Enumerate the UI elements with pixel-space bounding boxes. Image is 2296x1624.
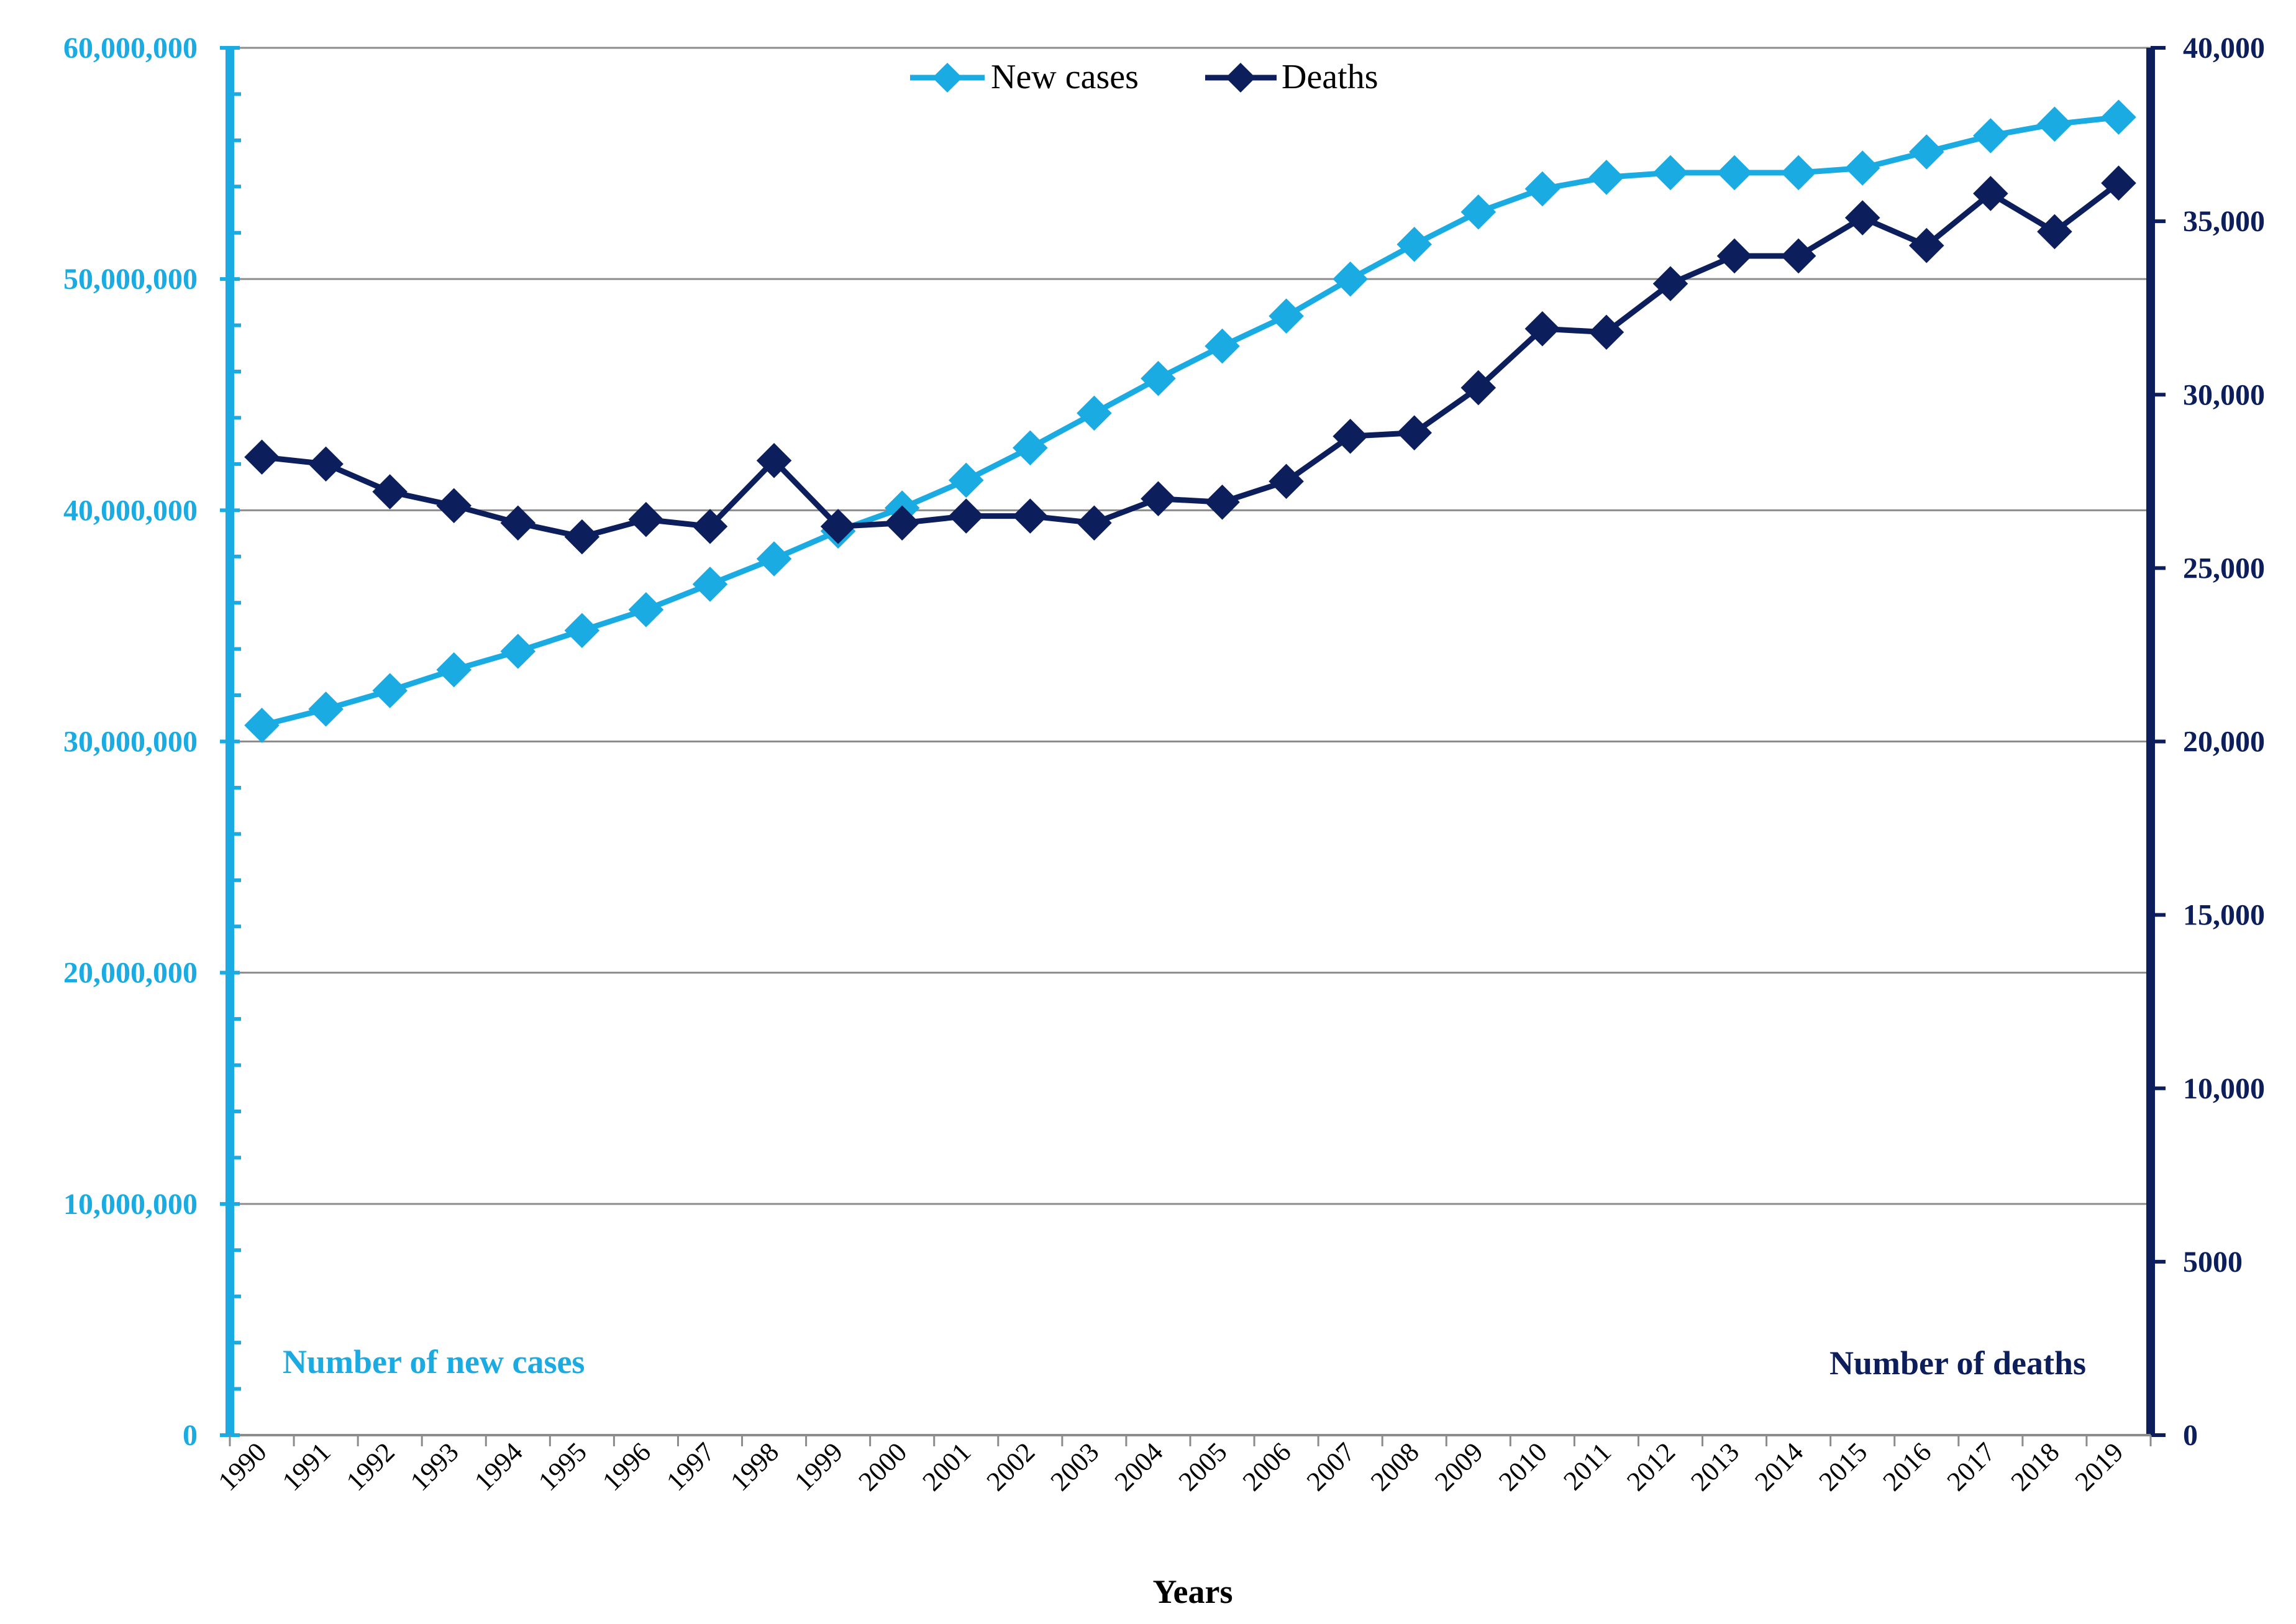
data-point-deaths — [1460, 370, 1496, 406]
data-point-new-cases — [2101, 99, 2136, 135]
right-tick-label: 5000 — [2183, 1246, 2243, 1279]
data-point-deaths — [1141, 481, 1176, 517]
data-point-new-cases — [244, 708, 280, 743]
data-point-new-cases — [372, 673, 408, 708]
data-point-new-cases — [1844, 150, 1880, 186]
left-tick-label: 30,000,000 — [63, 726, 198, 759]
data-point-deaths — [1908, 227, 1944, 263]
data-point-new-cases — [1908, 134, 1944, 170]
data-point-new-cases — [1396, 227, 1433, 262]
left-tick-label: 50,000,000 — [63, 263, 198, 296]
data-point-new-cases — [1524, 171, 1560, 207]
data-point-deaths — [1652, 266, 1688, 301]
left-tick-label: 60,000,000 — [63, 32, 198, 65]
data-point-new-cases — [500, 634, 536, 669]
right-axis-ticks: 0 5000 10,000 15,000 20,000 25,000 30,000 35,00… — [2183, 32, 2265, 1452]
data-point-new-cases — [628, 592, 664, 627]
x-axis-title: Years — [1153, 1573, 1233, 1610]
data-point-deaths — [1269, 463, 1304, 500]
data-point-new-cases — [1780, 155, 1816, 191]
data-point-new-cases — [756, 541, 792, 577]
right-tick-label: 20,000 — [2183, 726, 2265, 759]
data-point-new-cases — [1973, 118, 2008, 153]
left-tick-label: 40,000,000 — [63, 494, 198, 527]
right-tick-label: 0 — [2183, 1419, 2198, 1452]
left-tick-label: 20,000,000 — [63, 957, 198, 990]
data-point-deaths — [1205, 485, 1240, 520]
data-point-new-cases — [436, 652, 472, 688]
data-point-new-cases — [1588, 160, 1624, 195]
gridlines — [230, 47, 2151, 1205]
right-tick-label: 30,000 — [2183, 378, 2265, 411]
data-point-deaths — [1973, 176, 2008, 211]
data-point-new-cases — [1013, 430, 1048, 466]
data-point-deaths — [692, 509, 728, 544]
data-point-deaths — [2037, 214, 2072, 250]
data-point-new-cases — [308, 691, 344, 727]
data-point-new-cases — [692, 567, 728, 602]
data-point-deaths — [628, 501, 664, 537]
data-point-deaths — [1013, 498, 1048, 534]
left-axis-title: Number of new cases — [283, 1343, 585, 1380]
data-point-new-cases — [1460, 194, 1496, 230]
data-point-new-cases — [1269, 298, 1304, 334]
legend-new-cases-label: New cases — [991, 58, 1139, 96]
left-tick-label: 0 — [183, 1419, 198, 1452]
right-tick-label: 40,000 — [2183, 32, 2265, 65]
data-point-new-cases — [948, 462, 984, 498]
data-point-deaths — [948, 498, 984, 534]
data-point-deaths — [820, 509, 856, 544]
data-point-deaths — [1588, 314, 1624, 350]
legend-deaths-label: Deaths — [1282, 58, 1378, 96]
data-point-new-cases — [1652, 155, 1688, 191]
data-point-deaths — [1396, 415, 1433, 450]
data-point-new-cases — [1332, 261, 1368, 297]
data-point-new-cases — [1077, 395, 1112, 431]
right-axis-title: Number of deaths — [1829, 1344, 2086, 1382]
data-point-deaths — [756, 443, 792, 478]
right-tick-label: 15,000 — [2183, 899, 2265, 932]
data-point-deaths — [1844, 200, 1880, 235]
data-point-deaths — [1524, 311, 1560, 347]
data-point-deaths — [1780, 238, 1816, 274]
right-tick-label: 10,000 — [2183, 1072, 2265, 1105]
data-point-new-cases — [1716, 155, 1752, 191]
data-point-deaths — [1077, 505, 1112, 541]
data-point-deaths — [1332, 418, 1368, 454]
axes — [220, 46, 2166, 1446]
right-tick-label: 35,000 — [2183, 205, 2265, 238]
data-point-new-cases — [2037, 106, 2072, 142]
data-point-deaths — [1716, 238, 1752, 274]
left-axis-ticks: 0 10,000,000 20,000,000 30,000,000 40,000,00… — [63, 32, 198, 1452]
series-layer — [244, 99, 2136, 743]
right-tick-label: 25,000 — [2183, 552, 2265, 585]
left-tick-label: 10,000,000 — [63, 1188, 198, 1221]
data-point-new-cases — [1141, 360, 1176, 396]
data-point-deaths — [884, 505, 920, 541]
data-point-new-cases — [1205, 328, 1240, 364]
data-point-deaths — [2101, 165, 2136, 201]
